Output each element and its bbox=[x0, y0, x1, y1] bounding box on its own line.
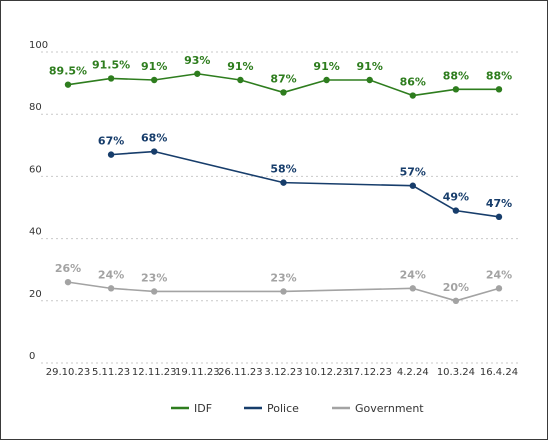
y-tick-label: 0 bbox=[29, 351, 35, 362]
idf-data-point bbox=[409, 92, 416, 99]
police-data-point bbox=[151, 148, 158, 155]
idf-data-label: 87% bbox=[270, 72, 296, 85]
idf-data-point bbox=[64, 81, 72, 88]
idf-data-label: 91.5% bbox=[92, 58, 130, 71]
y-tick-label: 60 bbox=[29, 164, 42, 175]
y-tick-label: 80 bbox=[29, 102, 42, 113]
police-data-point bbox=[280, 179, 287, 186]
x-tick-label: 4.2.24 bbox=[397, 367, 429, 378]
police-data-point bbox=[495, 213, 503, 221]
government-data-label: 24% bbox=[98, 268, 124, 281]
x-tick-label: 17.12.23 bbox=[347, 367, 392, 378]
idf-data-label: 88% bbox=[486, 69, 512, 82]
data-labels: 89.5% 91.5% 91% 93% 91% 87% 91% 91% 86% 88% 88% 67%… bbox=[49, 54, 512, 294]
y-tick-label: 100 bbox=[29, 40, 48, 51]
idf-data-label: 91% bbox=[357, 60, 383, 73]
idf-data-point bbox=[495, 86, 503, 93]
government-data-label: 24% bbox=[400, 268, 426, 281]
idf-data-point bbox=[366, 76, 373, 84]
y-tick-label: 20 bbox=[29, 289, 42, 300]
x-tick-label: 12.11.23 bbox=[132, 367, 177, 378]
government-data-point bbox=[409, 285, 416, 292]
police-series-line bbox=[111, 150, 500, 218]
idf-data-label: 91% bbox=[141, 60, 167, 73]
police-data-point bbox=[452, 207, 460, 214]
legend-label-idf: IDF bbox=[194, 402, 212, 415]
idf-data-label: 86% bbox=[400, 76, 426, 89]
idf-data-point bbox=[280, 89, 287, 96]
government-data-point bbox=[452, 297, 460, 304]
x-tick-label: 10.3.24 bbox=[437, 367, 475, 378]
government-data-label: 20% bbox=[443, 281, 469, 294]
x-tick-label: 5.11.23 bbox=[92, 367, 130, 378]
police-data-label: 67% bbox=[98, 135, 124, 148]
idf-data-label: 89.5% bbox=[49, 65, 87, 78]
legend-label-government: Government bbox=[355, 402, 424, 415]
y-axis-ticks: 0 20 40 60 80 100 bbox=[29, 40, 48, 362]
government-data-point bbox=[64, 278, 72, 286]
x-tick-label: 29.10.23 bbox=[46, 367, 91, 378]
idf-data-label: 88% bbox=[443, 69, 469, 82]
series-layer bbox=[64, 70, 503, 304]
idf-data-label: 93% bbox=[184, 54, 210, 67]
government-data-point bbox=[151, 288, 158, 295]
government-data-label: 24% bbox=[486, 268, 512, 281]
police-data-label: 68% bbox=[141, 132, 167, 145]
police-data-label: 57% bbox=[400, 166, 426, 179]
government-data-point bbox=[495, 285, 503, 292]
government-data-point bbox=[280, 288, 287, 295]
police-data-label: 47% bbox=[486, 197, 512, 210]
idf-data-point bbox=[237, 76, 244, 84]
idf-data-label: 91% bbox=[313, 60, 339, 73]
idf-data-point bbox=[452, 86, 460, 93]
x-tick-label: 26.11.23 bbox=[218, 367, 263, 378]
grid-layer bbox=[41, 51, 521, 364]
government-data-label: 26% bbox=[55, 262, 81, 275]
idf-data-point bbox=[323, 76, 330, 84]
idf-data-point bbox=[194, 70, 201, 77]
x-tick-label: 16.4.24 bbox=[480, 367, 518, 378]
police-data-label: 49% bbox=[443, 191, 469, 204]
legend: IDF Police Government bbox=[171, 402, 424, 415]
police-data-label: 58% bbox=[270, 163, 296, 176]
government-data-label: 23% bbox=[270, 271, 296, 284]
police-data-point bbox=[409, 182, 416, 189]
x-tick-label: 3.12.23 bbox=[264, 367, 302, 378]
idf-data-label: 91% bbox=[227, 60, 253, 73]
government-data-point bbox=[107, 285, 115, 292]
y-tick-label: 40 bbox=[29, 227, 42, 238]
x-tick-label: 19.11.23 bbox=[175, 367, 220, 378]
x-tick-label: 10.12.23 bbox=[304, 367, 349, 378]
idf-data-point bbox=[151, 76, 158, 84]
police-data-point bbox=[107, 151, 115, 158]
government-data-label: 23% bbox=[141, 271, 167, 284]
idf-data-point bbox=[107, 75, 115, 82]
legend-label-police: Police bbox=[267, 402, 299, 415]
